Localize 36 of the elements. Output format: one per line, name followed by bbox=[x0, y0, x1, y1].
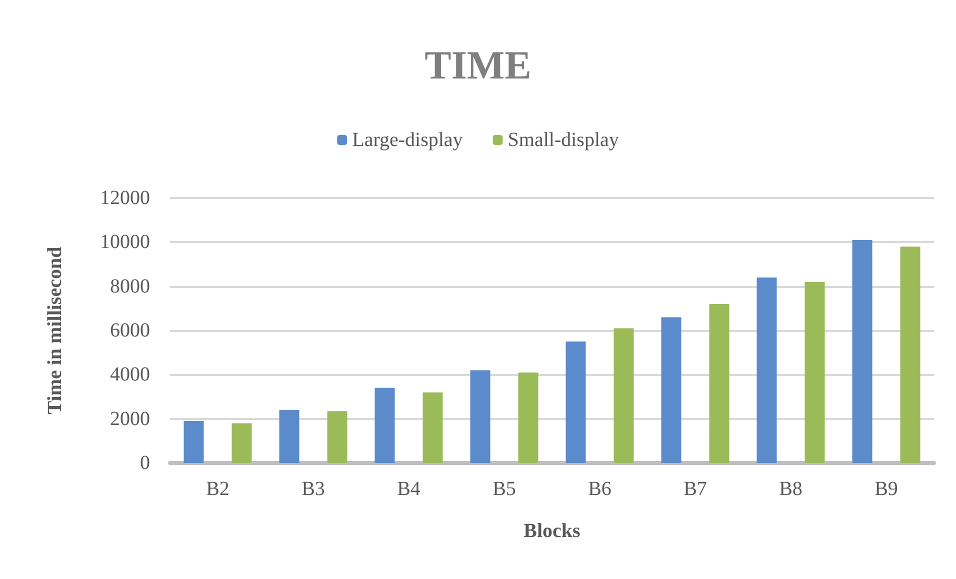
y-tick-label: 0 bbox=[140, 452, 150, 474]
x-tick-label: B4 bbox=[397, 478, 420, 500]
x-tick-label: B7 bbox=[684, 478, 707, 500]
bar bbox=[661, 317, 682, 463]
bar bbox=[709, 304, 730, 463]
bar bbox=[327, 411, 348, 463]
bar bbox=[184, 421, 204, 463]
bar bbox=[756, 278, 777, 463]
y-tick-label: 6000 bbox=[110, 320, 150, 342]
x-tick-label: B5 bbox=[492, 478, 516, 500]
bar bbox=[422, 392, 443, 463]
bar bbox=[470, 370, 490, 463]
x-tick-label: B8 bbox=[779, 478, 802, 500]
y-axis-title: Time in millisecond bbox=[44, 246, 66, 414]
bar bbox=[852, 240, 872, 463]
legend-label: Small-display bbox=[508, 129, 619, 151]
bar bbox=[566, 342, 586, 463]
y-tick-label: 8000 bbox=[110, 275, 150, 298]
x-axis-title: Blocks bbox=[524, 520, 581, 542]
bar bbox=[232, 423, 252, 463]
x-tick-label: B2 bbox=[206, 478, 230, 500]
x-tick-label: B9 bbox=[874, 478, 898, 500]
bar bbox=[614, 328, 634, 463]
y-tick-label: 4000 bbox=[110, 364, 150, 386]
x-tick-label: B6 bbox=[588, 478, 612, 500]
x-tick-label: B3 bbox=[302, 478, 325, 500]
bar bbox=[900, 246, 920, 463]
bar bbox=[374, 388, 395, 463]
bar bbox=[518, 372, 538, 463]
bar bbox=[279, 410, 300, 463]
chart-title: TIME bbox=[424, 42, 532, 88]
bar bbox=[804, 282, 825, 463]
legend-label: Large-display bbox=[352, 129, 463, 151]
y-tick-label: 2000 bbox=[110, 408, 150, 430]
y-tick-label: 12000 bbox=[100, 187, 150, 209]
y-tick-label: 10000 bbox=[100, 231, 150, 254]
